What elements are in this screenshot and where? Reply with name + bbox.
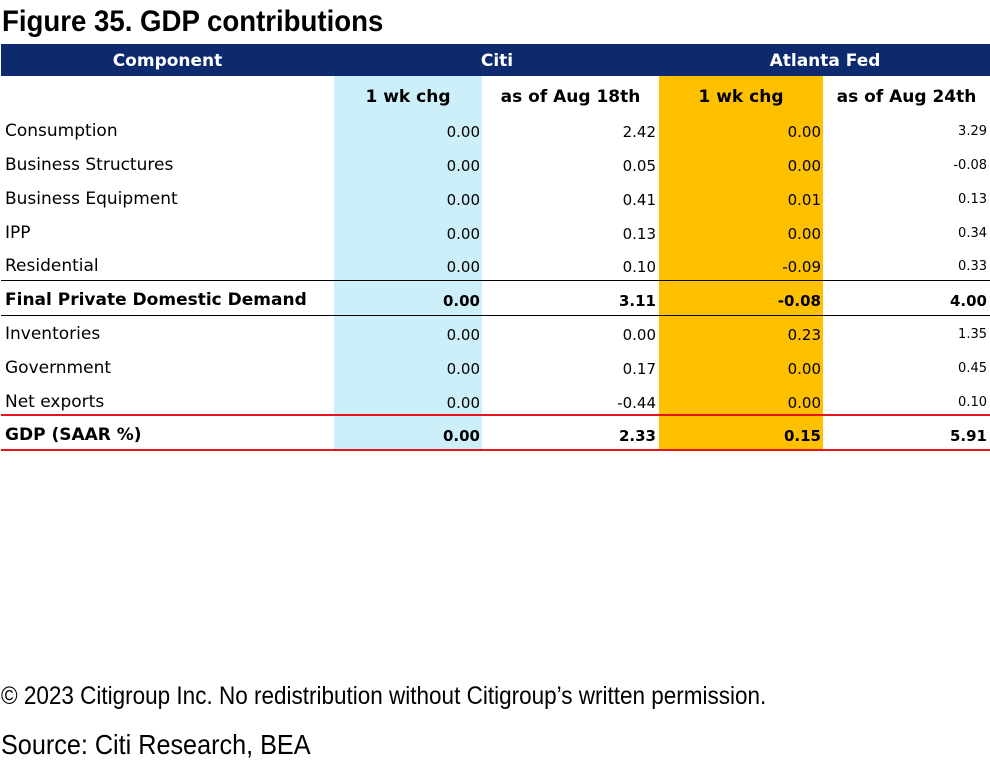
atlanta-change-cell: -0.08 xyxy=(777,292,821,310)
atlanta-value-cell: 1.35 xyxy=(958,327,987,342)
atlanta-change-cell: 0.00 xyxy=(787,157,821,175)
atlanta-value-cell: -0.08 xyxy=(953,158,987,173)
total-divider xyxy=(1,414,990,416)
row-label: Net exports xyxy=(5,392,105,412)
table-row: Net exports 0.00 -0.44 0.00 0.10 xyxy=(0,385,990,419)
citi-value-cell: 2.33 xyxy=(618,427,656,445)
citi-change-cell: 0.00 xyxy=(442,427,480,445)
table-row: Residential 0.00 0.10 -0.09 0.33 xyxy=(0,249,990,283)
citi-value-cell: 0.17 xyxy=(622,360,656,378)
atlanta-change-cell: 0.00 xyxy=(787,394,821,412)
atlanta-value-cell: 3.29 xyxy=(958,124,987,139)
atlanta-change-cell: 0.00 xyxy=(787,123,821,141)
citi-value-cell: -0.44 xyxy=(617,394,656,412)
row-label: Residential xyxy=(5,256,99,276)
atlanta-change-cell: -0.09 xyxy=(782,258,821,276)
citi-value-cell: 0.13 xyxy=(622,225,656,243)
atlanta-value-cell: 0.34 xyxy=(958,226,987,241)
citi-change-cell: 0.00 xyxy=(446,394,480,412)
atlanta-change-cell: 0.23 xyxy=(787,326,821,344)
subheader-citi-change: 1 wk chg xyxy=(365,87,451,107)
table-row-total: GDP (SAAR %) 0.00 2.33 0.15 5.91 xyxy=(0,418,990,452)
citi-change-cell: 0.00 xyxy=(446,157,480,175)
row-label: GDP (SAAR %) xyxy=(5,425,142,445)
atlanta-value-cell: 0.45 xyxy=(958,361,987,376)
row-label: Consumption xyxy=(5,121,118,141)
source-note: Source: Citi Research, BEA xyxy=(1,729,311,760)
table-row: Inventories 0.00 0.00 0.23 1.35 xyxy=(0,317,990,351)
citi-change-cell: 0.00 xyxy=(446,225,480,243)
row-label: Final Private Domestic Demand xyxy=(5,290,307,310)
citi-change-cell: 0.00 xyxy=(442,292,480,310)
subtotal-divider xyxy=(1,280,990,281)
atlanta-value-cell: 0.33 xyxy=(958,259,987,274)
row-label: Inventories xyxy=(5,324,101,344)
subheader-atlanta-change: 1 wk chg xyxy=(698,87,784,107)
row-label: Business Equipment xyxy=(5,189,178,209)
citi-value-cell: 0.10 xyxy=(622,258,656,276)
header-atlanta-fed: Atlanta Fed xyxy=(769,51,881,71)
citi-value-cell: 0.00 xyxy=(622,326,656,344)
citi-change-cell: 0.00 xyxy=(446,191,480,209)
table-row: Business Equipment 0.00 0.41 0.01 0.13 xyxy=(0,182,990,216)
atlanta-change-column-highlight xyxy=(659,76,823,450)
subtotal-divider xyxy=(1,315,990,316)
subheader-citi-asof: as of Aug 18th xyxy=(500,87,641,107)
citi-change-cell: 0.00 xyxy=(446,360,480,378)
table-row: Business Structures 0.00 0.05 0.00 -0.08 xyxy=(0,148,990,182)
row-label: Business Structures xyxy=(5,155,174,175)
header-component: Component xyxy=(112,51,223,71)
table-row: IPP 0.00 0.13 0.00 0.34 xyxy=(0,216,990,250)
table-row-subtotal: Final Private Domestic Demand 0.00 3.11 … xyxy=(0,283,990,317)
figure-title: Figure 35. GDP contributions xyxy=(2,5,384,38)
total-bottom-rule xyxy=(1,449,990,451)
citi-value-cell: 2.42 xyxy=(622,123,656,141)
subheader-atlanta-asof: as of Aug 24th xyxy=(836,87,977,107)
table-row: Consumption 0.00 2.42 0.00 3.29 xyxy=(0,114,990,148)
citi-value-cell: 0.05 xyxy=(622,157,656,175)
citi-value-cell: 0.41 xyxy=(622,191,656,209)
atlanta-change-cell: 0.01 xyxy=(787,191,821,209)
atlanta-value-cell: 0.13 xyxy=(958,192,987,207)
row-label: IPP xyxy=(5,223,31,243)
row-label: Government xyxy=(5,358,112,378)
atlanta-value-cell: 4.00 xyxy=(949,292,987,310)
citi-change-cell: 0.00 xyxy=(446,326,480,344)
citi-change-column-highlight xyxy=(334,76,482,450)
table-row: Government 0.00 0.17 0.00 0.45 xyxy=(0,351,990,385)
atlanta-value-cell: 5.91 xyxy=(949,427,987,445)
copyright-notice: © 2023 Citigroup Inc. No redistribution … xyxy=(1,682,767,710)
atlanta-change-cell: 0.00 xyxy=(787,225,821,243)
citi-change-cell: 0.00 xyxy=(446,258,480,276)
citi-change-cell: 0.00 xyxy=(446,123,480,141)
atlanta-change-cell: 0.00 xyxy=(787,360,821,378)
citi-value-cell: 3.11 xyxy=(618,292,656,310)
header-citi: Citi xyxy=(480,51,514,71)
atlanta-change-cell: 0.15 xyxy=(783,427,821,445)
table-header: Component Citi Atlanta Fed xyxy=(1,44,990,76)
atlanta-value-cell: 0.10 xyxy=(958,395,987,410)
